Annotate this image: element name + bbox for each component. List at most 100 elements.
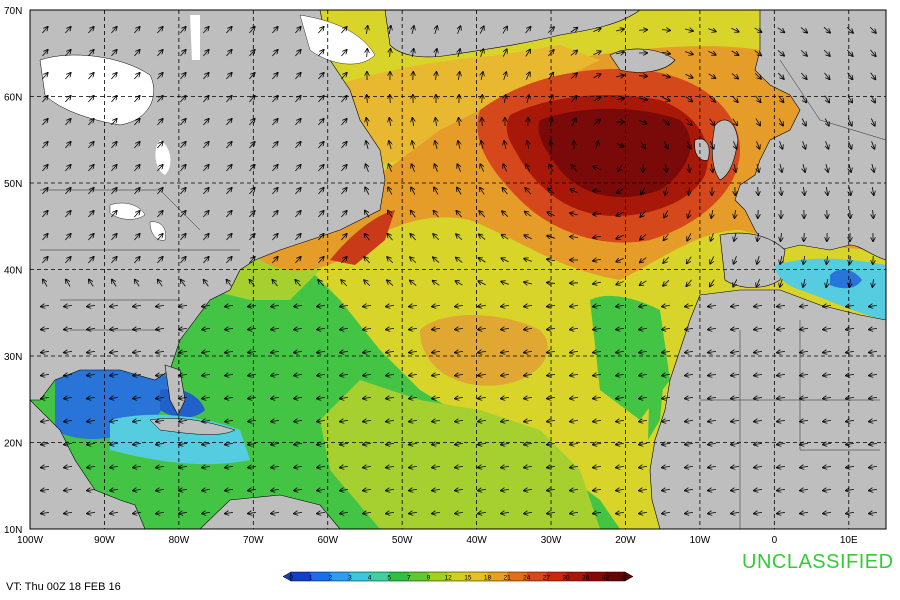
wave-arrow bbox=[317, 443, 326, 444]
wave-arrow bbox=[317, 305, 326, 306]
wave-arrow bbox=[179, 512, 188, 513]
wave-arrow bbox=[869, 305, 878, 306]
wave-arrow bbox=[570, 73, 577, 80]
wave-arrow bbox=[455, 512, 464, 513]
wave-arrow bbox=[341, 165, 346, 172]
wave-arrow bbox=[64, 443, 73, 444]
wave-arrow bbox=[754, 443, 763, 444]
wave-arrow bbox=[43, 280, 48, 287]
colorbar-tick-label: 42 bbox=[602, 575, 610, 582]
wave-arrow bbox=[432, 351, 441, 352]
wave-arrow bbox=[593, 512, 602, 513]
wave-arrow bbox=[456, 258, 463, 263]
wave-arrow bbox=[686, 279, 692, 286]
wave-arrow bbox=[318, 280, 324, 287]
wave-arrow bbox=[757, 232, 758, 241]
wave-arrow bbox=[801, 118, 806, 125]
wave-arrow bbox=[295, 211, 300, 218]
wave-arrow bbox=[570, 351, 579, 352]
wave-arrow bbox=[639, 328, 648, 329]
wave-arrow bbox=[88, 142, 93, 149]
wave-arrow bbox=[64, 512, 73, 513]
colorbar-segment bbox=[389, 572, 410, 581]
wave-arrow bbox=[157, 165, 162, 172]
wave-arrow bbox=[156, 397, 165, 398]
wave-arrow bbox=[226, 165, 231, 172]
wave-arrow bbox=[272, 165, 277, 172]
wave-arrow bbox=[110, 443, 119, 444]
wave-arrow bbox=[134, 73, 139, 80]
wave-arrow bbox=[708, 95, 715, 101]
wave-arrow bbox=[593, 328, 602, 329]
wave-arrow bbox=[271, 420, 280, 421]
wave-arrow bbox=[41, 489, 50, 490]
colorbar-segment bbox=[566, 572, 587, 581]
wave-arrow bbox=[341, 280, 348, 287]
wave-arrow bbox=[110, 512, 119, 513]
wave-arrow bbox=[64, 351, 73, 352]
wave-arrow bbox=[685, 489, 694, 490]
wave-arrow bbox=[65, 96, 70, 103]
wave-arrow bbox=[157, 211, 162, 218]
wave-arrow bbox=[872, 186, 873, 195]
wave-arrow bbox=[340, 443, 349, 444]
wave-arrow bbox=[432, 328, 441, 329]
wave-arrow bbox=[157, 119, 162, 126]
wave-arrow bbox=[204, 280, 209, 287]
wave-arrow bbox=[157, 188, 162, 195]
wave-arrow bbox=[226, 27, 231, 34]
wave-arrow bbox=[88, 188, 93, 195]
wave-arrow bbox=[547, 259, 556, 261]
colorbar-segment bbox=[507, 572, 528, 581]
latitude-label: 30N bbox=[4, 352, 22, 363]
wave-arrow bbox=[547, 397, 556, 398]
colorbar-tick-label: 36 bbox=[582, 575, 590, 582]
wave-arrow bbox=[823, 443, 832, 444]
wave-arrow bbox=[157, 50, 162, 57]
wave-arrow bbox=[708, 466, 717, 467]
wave-arrow bbox=[226, 188, 231, 195]
wave-arrow bbox=[456, 234, 463, 241]
wave-arrow bbox=[826, 186, 827, 195]
wave-arrow bbox=[755, 95, 760, 102]
wave-arrow bbox=[616, 489, 625, 490]
wave-arrow bbox=[433, 281, 440, 286]
wave-arrow bbox=[65, 119, 70, 126]
wave-arrow bbox=[318, 257, 323, 264]
wave-arrow bbox=[249, 50, 254, 57]
wave-arrow bbox=[593, 374, 602, 375]
wave-arrow bbox=[547, 420, 556, 421]
wave-arrow bbox=[662, 489, 671, 490]
wave-arrow bbox=[478, 374, 487, 375]
wave-arrow bbox=[180, 234, 185, 241]
wave-arrow bbox=[639, 466, 648, 467]
wave-arrow bbox=[412, 118, 413, 127]
wave-arrow bbox=[365, 234, 370, 241]
wave-arrow bbox=[88, 50, 93, 57]
wave-arrow bbox=[777, 328, 786, 329]
wave-arrow bbox=[570, 328, 579, 329]
wave-arrow bbox=[111, 165, 116, 172]
wave-arrow bbox=[846, 26, 853, 33]
wave-arrow bbox=[272, 119, 277, 126]
wave-arrow bbox=[777, 420, 786, 421]
wave-arrow bbox=[823, 489, 832, 490]
wave-arrow bbox=[710, 256, 714, 263]
wave-arrow bbox=[42, 257, 47, 264]
wave-arrow bbox=[593, 282, 601, 284]
wave-arrow bbox=[482, 118, 483, 127]
map-frame bbox=[29, 9, 887, 530]
wave-arrow bbox=[340, 512, 349, 513]
wave-arrow bbox=[478, 466, 487, 467]
wave-arrow bbox=[389, 26, 391, 35]
wave-arrow bbox=[272, 50, 277, 57]
wave-arrow bbox=[248, 489, 257, 490]
wave-arrow bbox=[524, 512, 533, 513]
wave-arrow bbox=[317, 328, 326, 329]
wave-arrow bbox=[271, 397, 280, 398]
wave-arrow bbox=[688, 210, 691, 218]
wave-arrow bbox=[777, 72, 783, 79]
wave-arrow bbox=[203, 119, 208, 126]
wave-arrow bbox=[317, 351, 326, 352]
wave-arrow bbox=[524, 443, 533, 444]
